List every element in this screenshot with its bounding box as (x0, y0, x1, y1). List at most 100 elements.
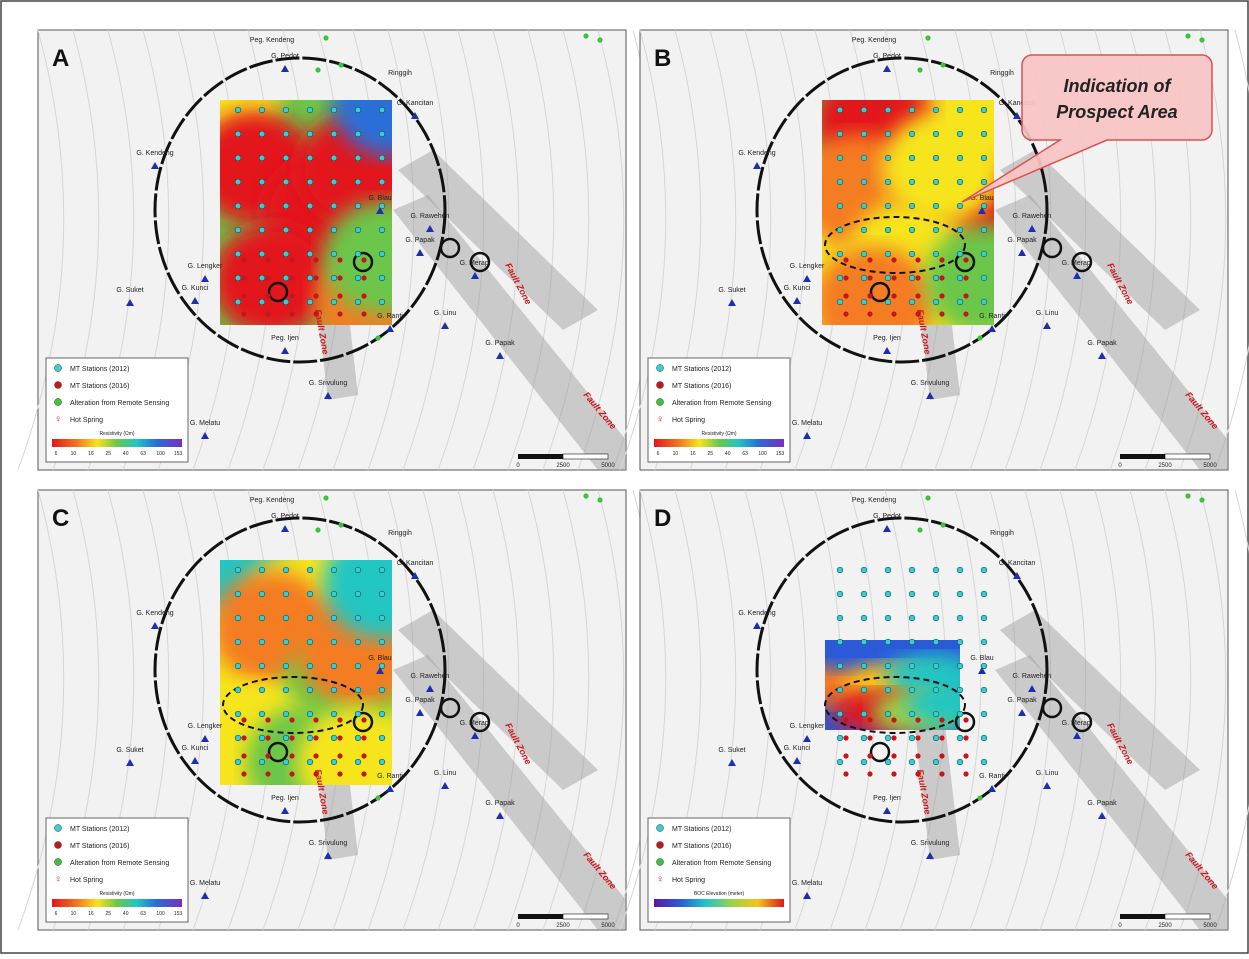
scale-white (563, 914, 608, 919)
mt-station-2012 (283, 711, 289, 717)
place-label: Ringgih (990, 530, 1014, 537)
mt-station-2012 (909, 711, 915, 717)
mt-station-2012 (957, 687, 963, 693)
scale-label: 2500 (556, 923, 570, 929)
mt-station-2016 (241, 257, 246, 262)
place-label: G. Papak (1007, 237, 1037, 244)
place-label: G. Blau (368, 195, 391, 202)
mt-station-2012 (861, 687, 867, 693)
legend-label: MT Stations (2012) (70, 366, 129, 373)
mt-station-2012 (355, 735, 361, 741)
legend: MT Stations (2012)MT Stations (2016)Alte… (46, 818, 188, 922)
mt-station-2012 (981, 275, 987, 281)
mt-station-2016 (891, 275, 896, 280)
mt-station-2012 (283, 179, 289, 185)
mt-station-2012 (981, 567, 987, 573)
mt-station-2012 (259, 227, 265, 233)
mt-station-2016 (963, 275, 968, 280)
mt-station-2012 (837, 687, 843, 693)
mt-station-2012 (981, 155, 987, 161)
mt-station-2012 (355, 639, 361, 645)
mt-station-2012 (259, 275, 265, 281)
mt-station-2012 (355, 663, 361, 669)
mt-station-2012 (379, 639, 385, 645)
colorbar-tick: 153 (776, 451, 785, 457)
legend-symbol (55, 842, 62, 849)
mt-station-2016 (963, 311, 968, 316)
alteration-point (925, 35, 930, 40)
mt-station-2016 (915, 293, 920, 298)
mt-station-2012 (837, 615, 843, 621)
mt-station-2012 (885, 155, 891, 161)
colorbar-title: BOC Elevation (meter) (694, 891, 745, 897)
place-label: G. Ranti (979, 773, 1005, 780)
mt-station-2012 (307, 591, 313, 597)
figure: Peg. KendengG. PedotRinggihG. KancitanG.… (0, 0, 1249, 954)
mt-station-2012 (909, 155, 915, 161)
alteration-point (323, 495, 328, 500)
alteration-point (1199, 37, 1204, 42)
mt-station-2016 (843, 311, 848, 316)
mt-station-2016 (843, 735, 848, 740)
mt-station-2012 (957, 615, 963, 621)
mt-station-2016 (361, 257, 366, 262)
place-label: G. Linu (434, 310, 457, 317)
mt-station-2012 (885, 567, 891, 573)
mt-station-2012 (379, 179, 385, 185)
legend-symbol-spring: ♀ (54, 414, 62, 425)
colorbar-tick: 16 (690, 451, 696, 457)
mt-station-2016 (867, 717, 872, 722)
mt-station-2012 (885, 759, 891, 765)
mt-station-2016 (241, 293, 246, 298)
legend-symbol (55, 382, 62, 389)
mt-station-2016 (867, 293, 872, 298)
place-label: G. Lengker (188, 263, 223, 270)
mt-station-2016 (265, 275, 270, 280)
mt-station-2012 (885, 711, 891, 717)
mt-station-2012 (259, 663, 265, 669)
mt-station-2012 (837, 567, 843, 573)
legend-symbol (55, 399, 62, 406)
colorbar-tick: 153 (174, 451, 183, 457)
mt-station-2012 (909, 203, 915, 209)
mt-station-2016 (241, 275, 246, 280)
mt-station-2016 (241, 311, 246, 316)
legend-label: MT Stations (2012) (672, 366, 731, 373)
mt-station-2016 (915, 717, 920, 722)
mt-station-2012 (981, 687, 987, 693)
mt-station-2012 (259, 155, 265, 161)
place-label: G. Papak (405, 697, 435, 704)
mt-station-2012 (259, 711, 265, 717)
mt-station-2012 (235, 591, 241, 597)
mt-station-2012 (909, 251, 915, 257)
place-label: Ringgih (388, 530, 412, 537)
mt-station-2012 (909, 107, 915, 113)
mt-station-2012 (933, 759, 939, 765)
mt-station-2012 (933, 591, 939, 597)
colorbar-tick: 6 (55, 911, 58, 917)
mt-station-2012 (259, 131, 265, 137)
mt-station-2012 (235, 735, 241, 741)
mt-station-2012 (981, 591, 987, 597)
mt-station-2012 (283, 299, 289, 305)
mt-station-2016 (313, 735, 318, 740)
mt-station-2012 (885, 107, 891, 113)
place-label: G. Melatu (792, 880, 822, 887)
mt-station-2012 (933, 155, 939, 161)
mt-station-2012 (235, 107, 241, 113)
place-label: G. Lengker (188, 723, 223, 730)
place-label: G. Kunci (784, 745, 811, 752)
mt-station-2012 (957, 591, 963, 597)
place-label: G. Srivulung (911, 840, 950, 847)
mt-station-2012 (861, 299, 867, 305)
mt-station-2016 (915, 753, 920, 758)
scale-white (1165, 914, 1210, 919)
mt-station-2012 (379, 759, 385, 765)
mt-station-2012 (837, 735, 843, 741)
mt-station-2012 (331, 639, 337, 645)
mt-station-2012 (837, 299, 843, 305)
place-label: G. Blau (970, 655, 993, 662)
mt-station-2016 (891, 257, 896, 262)
mt-station-2016 (939, 753, 944, 758)
mt-station-2012 (283, 687, 289, 693)
